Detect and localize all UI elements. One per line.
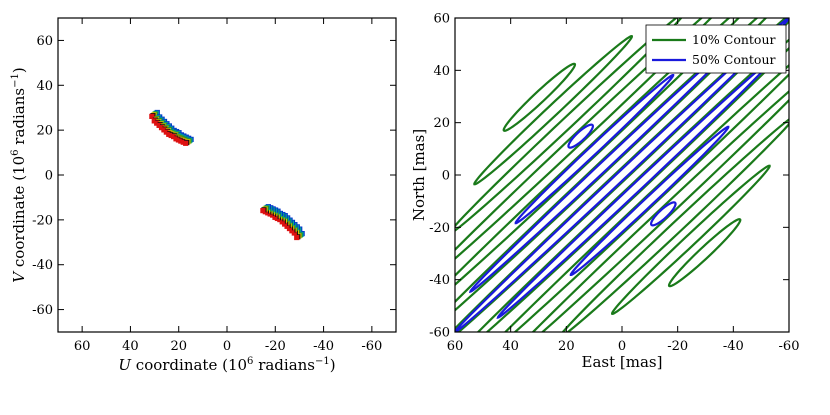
uv-point <box>260 208 266 214</box>
contour-50-ring <box>567 123 594 149</box>
uv-y-axis-label-unit-exponent: −1 <box>10 73 21 88</box>
map-y-axis-label: North [mas] <box>410 129 428 221</box>
uv-y-axis: -60 -40 -20 0 20 40 60 <box>32 34 396 318</box>
uv-point-group <box>149 109 305 241</box>
uv-x-axis-label-symbol: U <box>118 356 132 374</box>
map-x-tick-label: 20 <box>558 339 575 354</box>
contour-10-ring <box>455 18 683 232</box>
uv-x-axis-label-unit-exponent: −1 <box>315 356 330 367</box>
legend-box <box>645 24 787 74</box>
map-y-tick-label: -60 <box>429 326 450 341</box>
contour-50-ring <box>569 125 730 277</box>
uv-y-axis-label-close: ) <box>10 67 28 73</box>
map-x-tick-label: 40 <box>502 339 519 354</box>
map-x-axis-label: East [mas] <box>582 353 663 371</box>
uv-point <box>183 140 189 146</box>
map-y-tick-label: 0 <box>442 169 450 184</box>
contour-10-ring <box>561 118 789 332</box>
uv-y-axis-label-text: coordinate (10 <box>10 156 28 272</box>
contour-map-plot: 60 40 20 0 -20 -40 -60 -60 -40 -20 0 20 40 60 East [… <box>410 12 800 372</box>
contour-10-ring <box>473 35 634 186</box>
uv-x-axis: 60 40 20 0 -20 -40 -60 <box>74 18 382 354</box>
uv-plot-frame <box>57 17 397 333</box>
map-x-tick-label: 60 <box>447 339 464 354</box>
contour-50-ring <box>455 18 789 332</box>
contour-50-ring <box>650 201 677 227</box>
map-x-tick-label: -40 <box>723 339 744 354</box>
legend-label-10: 10% Contour <box>692 32 775 47</box>
uv-x-tick-label: -20 <box>265 339 286 354</box>
contour-10-ring <box>610 164 771 315</box>
uv-x-tick-label: -60 <box>361 339 382 354</box>
map-y-tick-label: -40 <box>429 273 450 288</box>
uv-x-axis-label-text: coordinate (10 <box>131 356 247 374</box>
uv-y-tick-label: 60 <box>36 34 53 49</box>
uv-y-tick-label: -40 <box>32 258 53 273</box>
uv-point <box>294 234 300 241</box>
uv-y-tick-label: 0 <box>45 169 53 184</box>
map-x-axis: 60 40 20 0 -20 -40 -60 <box>447 18 800 354</box>
legend-label-50: 50% Contour <box>692 52 775 67</box>
uv-point <box>149 113 155 120</box>
contour-10-ring <box>667 218 742 288</box>
map-y-axis: -60 -40 -20 0 20 40 60 <box>429 12 789 341</box>
uv-y-tick-label: 40 <box>36 79 53 94</box>
legend: 10% Contour 50% Contour <box>645 24 787 74</box>
map-x-tick-label: -60 <box>779 339 800 354</box>
map-y-tick-label: 40 <box>433 64 450 79</box>
uv-coverage-plot: 60 40 20 0 -20 -40 -60 -60 -40 -20 0 20 40 60 U coor… <box>10 17 397 374</box>
uv-x-tick-label: 20 <box>170 339 187 354</box>
uv-y-tick-label: 20 <box>36 124 53 139</box>
map-y-tick-label: 20 <box>433 116 450 131</box>
uv-y-axis-label-unit: radians <box>10 88 28 150</box>
uv-x-axis-label: U coordinate (106 radians−1) <box>118 356 335 374</box>
contour-50-ring <box>468 30 748 294</box>
uv-y-tick-label: -60 <box>32 303 53 318</box>
uv-y-tick-label: -20 <box>32 213 53 228</box>
uv-x-tick-label: 60 <box>74 339 91 354</box>
contour-10-ring <box>531 89 789 332</box>
map-y-tick-label: 60 <box>433 12 450 27</box>
map-x-tick-label: 0 <box>618 339 626 354</box>
contour-10-ring <box>502 62 577 132</box>
uv-x-tick-label: -40 <box>313 339 334 354</box>
contour-10-ring <box>503 63 789 332</box>
uv-y-axis-label-symbol: V <box>10 270 28 283</box>
uv-y-axis-label-exponent: 6 <box>10 149 21 155</box>
map-y-tick-label: -20 <box>429 221 450 236</box>
contour-50-ring <box>496 56 776 320</box>
contour-10-ring <box>476 38 789 332</box>
uv-x-tick-label: 0 <box>223 339 231 354</box>
uv-x-axis-label-exponent: 6 <box>247 356 253 367</box>
uv-x-axis-label-unit: radians <box>253 356 315 374</box>
contour-50-ring <box>514 73 675 225</box>
uv-x-axis-label-close: ) <box>330 356 336 374</box>
uv-y-axis-label: V coordinate (106 radians−1) <box>10 67 28 282</box>
map-x-tick-label: -20 <box>667 339 688 354</box>
uv-x-tick-label: 40 <box>122 339 139 354</box>
